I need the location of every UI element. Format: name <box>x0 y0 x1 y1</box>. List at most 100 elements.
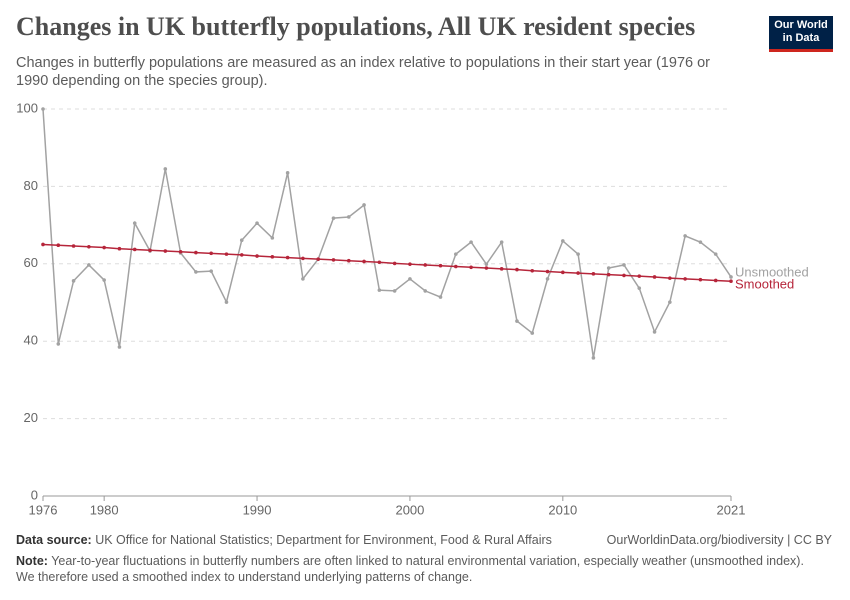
data-point <box>683 234 687 238</box>
note-text: Year-to-year fluctuations in butterfly n… <box>16 554 804 584</box>
x-tick-label: 1990 <box>243 502 272 517</box>
data-point <box>316 257 321 261</box>
data-point <box>729 279 733 284</box>
data-point <box>668 276 672 280</box>
data-point <box>438 295 443 299</box>
note-label: Note: <box>16 554 48 568</box>
data-point <box>668 300 672 304</box>
data-point <box>224 252 229 256</box>
data-point <box>454 252 458 256</box>
data-point <box>117 345 122 349</box>
data-point <box>331 258 336 262</box>
source-label: Data source: <box>16 533 92 547</box>
data-point <box>163 249 168 253</box>
series-line <box>42 108 732 358</box>
y-tick-label: 80 <box>24 178 38 193</box>
y-tick-label: 60 <box>24 255 38 270</box>
data-point <box>148 248 152 253</box>
data-point <box>637 274 642 278</box>
data-point <box>713 252 718 256</box>
data-point <box>301 256 305 261</box>
data-point <box>224 300 229 304</box>
data-point <box>239 253 244 257</box>
data-point <box>56 342 61 346</box>
data-point <box>484 266 489 270</box>
series-label: Smoothed <box>735 277 794 292</box>
data-point <box>591 356 596 360</box>
data-point <box>270 236 275 240</box>
data-point <box>392 289 397 293</box>
data-point <box>423 263 428 267</box>
x-tick-label: 1976 <box>29 502 58 517</box>
y-tick-label: 20 <box>24 410 38 425</box>
data-point <box>484 262 489 266</box>
data-point <box>622 263 626 267</box>
y-tick-label: 100 <box>16 100 38 115</box>
data-point <box>591 272 596 276</box>
data-point <box>209 251 213 256</box>
data-point <box>515 267 519 272</box>
data-point <box>698 277 703 282</box>
series-line <box>42 243 732 282</box>
data-point <box>561 270 565 275</box>
data-point <box>469 265 473 270</box>
data-point <box>362 259 366 264</box>
data-point <box>285 255 290 260</box>
data-point <box>362 203 366 207</box>
data-point <box>729 275 733 279</box>
data-point <box>71 244 76 248</box>
source-text: UK Office for National Statistics; Depar… <box>95 533 552 547</box>
data-point <box>423 289 428 293</box>
data-point <box>545 269 550 274</box>
data-point <box>270 255 275 259</box>
data-point <box>132 221 137 225</box>
data-point <box>255 221 259 225</box>
data-point <box>132 247 137 252</box>
data-point <box>331 216 336 220</box>
data-point <box>576 271 580 275</box>
data-point <box>530 331 535 335</box>
y-tick-label: 40 <box>24 333 38 348</box>
data-point <box>194 270 198 274</box>
series-label: Unsmoothed <box>735 264 809 279</box>
data-point <box>209 269 213 273</box>
data-point <box>499 240 504 244</box>
data-point <box>41 242 45 247</box>
data-point <box>239 238 244 242</box>
chart-subtitle: Changes in butterfly populations are mea… <box>16 55 710 89</box>
chart-title: Changes in UK butterfly populations, All… <box>16 12 696 41</box>
source: Data source: UK Office for National Stat… <box>16 533 552 547</box>
data-point <box>652 275 657 279</box>
data-point <box>87 244 91 249</box>
data-point <box>346 215 351 219</box>
data-point <box>102 278 106 282</box>
data-point <box>71 279 76 283</box>
data-point <box>117 246 122 251</box>
data-point <box>683 277 687 281</box>
y-tick-label: 0 <box>31 487 38 502</box>
data-point <box>41 107 45 111</box>
data-point <box>102 245 106 250</box>
data-point <box>561 239 565 243</box>
url[interactable]: OurWorldinData.org/biodiversity | CC BY <box>606 533 832 547</box>
data-point <box>499 267 504 271</box>
data-point <box>285 171 290 175</box>
x-tick-label: 2000 <box>395 502 424 517</box>
data-point <box>56 243 61 248</box>
data-point <box>515 319 519 323</box>
x-tick-label: 2010 <box>548 502 577 517</box>
data-point <box>576 252 580 256</box>
data-point <box>622 273 626 278</box>
data-point <box>301 277 305 281</box>
data-point <box>698 240 703 244</box>
x-tick-label: 2021 <box>717 502 746 517</box>
data-point <box>713 278 718 283</box>
data-point <box>652 330 657 334</box>
logo[interactable]: Our World in Data <box>769 16 833 52</box>
data-point <box>255 254 259 258</box>
data-point <box>194 250 198 255</box>
data-point <box>606 266 611 270</box>
data-point <box>346 258 351 263</box>
